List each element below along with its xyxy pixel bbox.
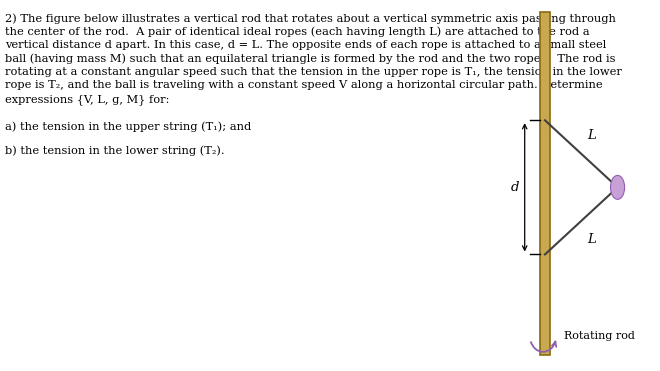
Text: expressions {V, L, g, M} for:: expressions {V, L, g, M} for:: [5, 94, 170, 105]
Text: rotating at a constant angular speed such that the tension in the upper rope is : rotating at a constant angular speed suc…: [5, 67, 622, 77]
Text: rope is T₂, and the ball is traveling with a constant speed V along a horizontal: rope is T₂, and the ball is traveling wi…: [5, 81, 603, 91]
Text: ball (having mass M) such that an equilateral triangle is formed by the rod and : ball (having mass M) such that an equila…: [5, 53, 616, 64]
Text: 2) The figure below illustrates a vertical rod that rotates about a vertical sym: 2) The figure below illustrates a vertic…: [5, 13, 616, 24]
Text: the center of the rod.  A pair of identical ideal ropes (each having length L) a: the center of the rod. A pair of identic…: [5, 26, 589, 37]
Text: b) the tension in the lower string (T₂).: b) the tension in the lower string (T₂).: [5, 145, 224, 156]
Text: vertical distance d apart. In this case, d = L. The opposite ends of each rope i: vertical distance d apart. In this case,…: [5, 40, 607, 50]
Polygon shape: [540, 12, 550, 355]
Text: L: L: [587, 129, 596, 142]
Text: d: d: [511, 181, 519, 194]
Text: a) the tension in the upper string (T₁); and: a) the tension in the upper string (T₁);…: [5, 121, 251, 132]
Text: L: L: [587, 233, 596, 246]
Circle shape: [610, 175, 624, 199]
Text: Rotating rod: Rotating rod: [564, 331, 635, 341]
